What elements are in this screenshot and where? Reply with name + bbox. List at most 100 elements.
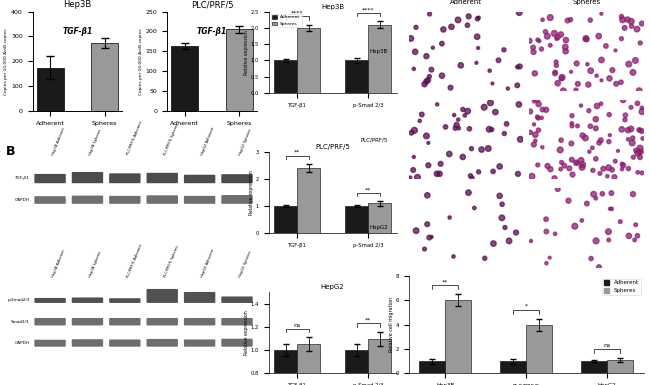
Bar <box>607 360 633 373</box>
Point <box>637 109 647 115</box>
Text: *: * <box>525 304 528 309</box>
Point <box>541 260 552 266</box>
Point <box>591 156 601 162</box>
Point <box>604 206 615 212</box>
Point <box>434 171 445 177</box>
Point <box>571 160 582 166</box>
Point <box>604 237 614 243</box>
Point <box>596 100 606 107</box>
Point <box>556 137 566 143</box>
Point <box>495 193 505 199</box>
Point <box>556 75 567 82</box>
Point <box>409 66 419 72</box>
Text: PLC/PRF/5: PLC/PRF/5 <box>361 137 388 142</box>
Point <box>596 11 606 17</box>
Point <box>484 68 495 74</box>
Point <box>601 43 611 49</box>
Point <box>581 36 592 42</box>
FancyBboxPatch shape <box>34 318 66 325</box>
Point <box>576 157 586 163</box>
Point <box>617 161 627 167</box>
Point <box>555 147 566 153</box>
Point <box>632 150 643 156</box>
Text: HepG2: HepG2 <box>369 225 388 230</box>
Point <box>487 126 497 132</box>
Point <box>484 126 495 132</box>
Point <box>432 171 442 177</box>
Point <box>592 103 602 109</box>
Text: ns: ns <box>294 323 301 328</box>
Point <box>632 233 643 239</box>
Bar <box>297 344 320 385</box>
Point <box>451 122 462 128</box>
Point <box>632 26 642 32</box>
Point <box>558 88 569 94</box>
Point <box>422 221 432 227</box>
Point <box>479 104 489 110</box>
Point <box>550 231 560 237</box>
Y-axis label: Copies per 10,000 ActB copies: Copies per 10,000 ActB copies <box>5 28 8 95</box>
Bar <box>297 28 320 93</box>
Point <box>493 57 504 64</box>
Point <box>634 127 644 133</box>
Point <box>584 107 594 114</box>
Point <box>533 127 543 133</box>
Point <box>604 139 614 145</box>
FancyBboxPatch shape <box>146 173 178 183</box>
Y-axis label: Relative expression: Relative expression <box>244 30 249 75</box>
Point <box>630 147 641 154</box>
Point <box>536 115 547 121</box>
Point <box>476 146 487 152</box>
Text: TGF-β1: TGF-β1 <box>15 176 29 180</box>
Point <box>513 171 523 177</box>
Point <box>556 32 566 38</box>
Point <box>529 121 539 127</box>
Point <box>587 145 597 151</box>
Point <box>515 64 525 70</box>
Point <box>560 44 571 50</box>
Point <box>619 25 630 31</box>
Point <box>540 29 551 35</box>
Point <box>421 53 432 59</box>
Point <box>557 74 567 80</box>
Point <box>635 40 645 46</box>
Point <box>422 192 432 198</box>
Point <box>436 161 446 167</box>
Point <box>460 112 470 119</box>
Point <box>560 48 571 54</box>
FancyBboxPatch shape <box>72 172 103 183</box>
Point <box>530 138 541 144</box>
Point <box>580 35 591 42</box>
Point <box>406 35 416 42</box>
Point <box>421 79 432 85</box>
Point <box>545 42 556 49</box>
Point <box>564 165 575 171</box>
Point <box>598 166 608 172</box>
Point <box>567 120 577 126</box>
Point <box>580 135 591 141</box>
Point <box>497 201 507 208</box>
Point <box>577 162 588 168</box>
Title: PLC/PRF/5: PLC/PRF/5 <box>190 0 233 9</box>
Point <box>586 256 596 262</box>
Point <box>542 33 552 39</box>
Point <box>406 130 417 136</box>
Point <box>551 36 562 42</box>
Bar <box>36 67 64 111</box>
Point <box>635 154 645 161</box>
Point <box>638 136 648 142</box>
Point <box>588 191 599 198</box>
Point <box>412 174 423 181</box>
Y-axis label: Relative cell migration: Relative cell migration <box>389 297 394 352</box>
Point <box>421 133 432 139</box>
Point <box>488 241 499 247</box>
Point <box>453 117 463 123</box>
Point <box>607 167 618 173</box>
Point <box>472 33 482 40</box>
Point <box>472 16 482 22</box>
Point <box>577 132 588 139</box>
Point <box>551 59 562 65</box>
Point <box>541 216 551 222</box>
Point <box>490 109 501 115</box>
Point <box>595 170 605 176</box>
